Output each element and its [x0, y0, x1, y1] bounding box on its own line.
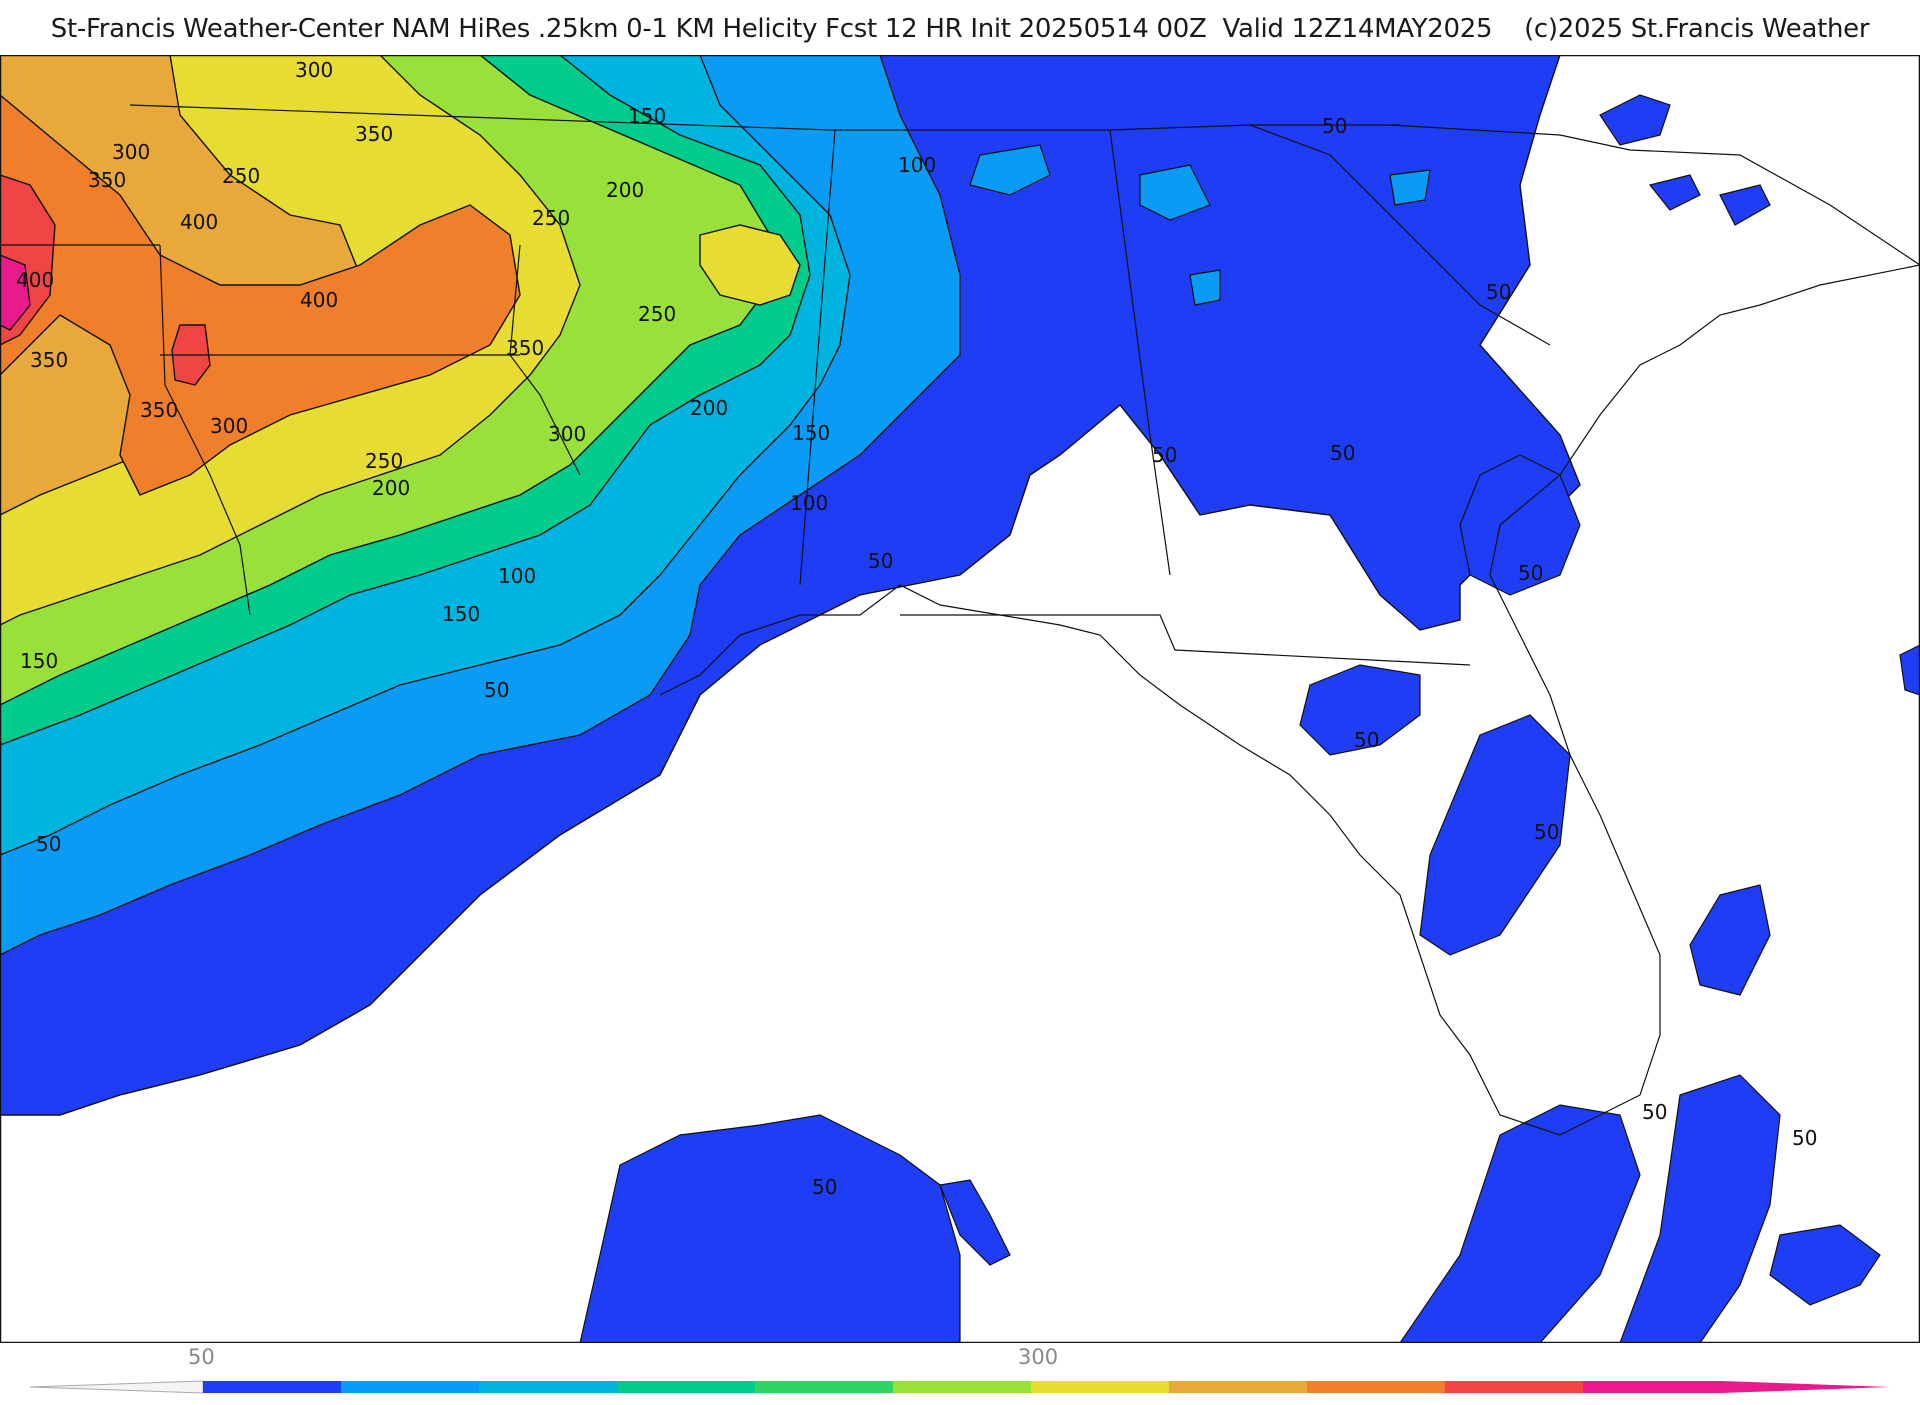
border-ms-al [799, 129, 836, 586]
contour-label: 300 [112, 140, 150, 164]
color-legend: 50 300 [0, 1340, 1920, 1400]
patch-sfl-west [1399, 1104, 1641, 1343]
contour-label: 250 [222, 164, 260, 188]
contour-label: 50 [812, 1175, 837, 1199]
contour-label: 50 [1518, 561, 1543, 585]
colorbar-swatch [1307, 1381, 1446, 1393]
colorbar-swatch [203, 1381, 342, 1393]
contour-label: 50 [1642, 1100, 1667, 1124]
patch-al-light-b [1189, 269, 1221, 306]
patch-nc-1 [1599, 94, 1671, 146]
contour-label: 350 [355, 122, 393, 146]
patch-ms-light [969, 144, 1051, 196]
patch-nc-3 [1719, 184, 1771, 226]
border-ga-sc [1249, 124, 1551, 346]
colorbar-high-arrow [1721, 1381, 1890, 1393]
contour-label: 50 [1534, 820, 1559, 844]
band-500 [0, 254, 31, 331]
contour-label: 350 [30, 348, 68, 372]
band-400 [0, 94, 521, 496]
contour-label: 50 [1330, 441, 1355, 465]
contour-label: 50 [1152, 443, 1177, 467]
contour-label: 150 [20, 649, 58, 673]
colorbar-swatch [617, 1381, 756, 1393]
helicity-patches [579, 94, 1920, 1343]
colorbar-swatch [893, 1381, 1032, 1393]
contour-label: 250 [638, 302, 676, 326]
border-la-ms [509, 244, 581, 476]
contour-label: 200 [606, 178, 644, 202]
contour-label: 100 [898, 153, 936, 177]
contour-label: 400 [16, 268, 54, 292]
patch-sfl-east [1619, 1074, 1781, 1343]
contour-label: 50 [1322, 114, 1347, 138]
contour-label: 300 [548, 422, 586, 446]
patch-al-light [1139, 164, 1211, 221]
contour-label: 50 [484, 678, 509, 702]
contour-label: 400 [300, 288, 338, 312]
contour-label: 350 [506, 336, 544, 360]
contour-label: 50 [1486, 280, 1511, 304]
contour-label: 50 [1792, 1126, 1817, 1150]
contour-label: 50 [1354, 728, 1379, 752]
colorbar-swatch [1169, 1381, 1308, 1393]
band-300-east [699, 224, 801, 306]
patch-nc-2 [1648, 174, 1701, 211]
colorbar-swatches [203, 1381, 1722, 1393]
contour-label: 300 [295, 58, 333, 82]
contour-label: 150 [628, 104, 666, 128]
patch-cuba [579, 1114, 961, 1343]
border-tx-la [159, 244, 251, 616]
contour-label: 300 [210, 414, 248, 438]
contour-label: 50 [868, 549, 893, 573]
contour-label: 150 [442, 602, 480, 626]
contour-label: 200 [372, 476, 410, 500]
contour-label: 350 [140, 398, 178, 422]
helicity-bands [0, 55, 1581, 1116]
colorbar-low-arrow [29, 1380, 204, 1394]
contour-label: 250 [365, 449, 403, 473]
colorbar-swatch [1031, 1381, 1170, 1393]
contour-label: 100 [790, 491, 828, 515]
contour-label: 200 [690, 396, 728, 420]
contour-label: 250 [532, 206, 570, 230]
map-title: St-Francis Weather-Center NAM HiRes .25k… [50, 14, 1870, 44]
contour-labels: 300 350 300 350 250 400 400 400 350 350 … [16, 58, 1817, 1199]
contour-label: 100 [498, 564, 536, 588]
patch-ga-light [1389, 169, 1431, 206]
colorbar-swatch [1445, 1381, 1584, 1393]
patch-ga-coast [1459, 454, 1581, 596]
contour-label: 350 [88, 168, 126, 192]
colorbar-swatch [755, 1381, 894, 1393]
patch-cfl [1419, 714, 1571, 956]
patch-keys [1769, 1224, 1881, 1306]
colorbar-swatch [479, 1381, 618, 1393]
colorbar-swatch [341, 1381, 480, 1393]
patch-atl-east [1689, 884, 1771, 996]
coastline-gulf [659, 264, 1920, 1136]
contour-label: 50 [36, 832, 61, 856]
colorbar-swatch [1583, 1381, 1722, 1393]
patch-cuba-b [939, 1179, 1011, 1266]
helicity-map: 300 350 300 350 250 400 400 400 350 350 … [0, 55, 1920, 1343]
border-fl-north [900, 614, 1471, 666]
state-borders [0, 104, 1920, 1136]
patch-nfl [1299, 664, 1421, 756]
contour-label: 150 [792, 421, 830, 445]
patch-atl-far [1899, 644, 1920, 696]
colorbar-tick-label: 50 [188, 1345, 215, 1369]
border-nc-sc [1389, 124, 1920, 266]
contour-label: 400 [180, 210, 218, 234]
colorbar-tick-label: 300 [1018, 1345, 1058, 1369]
border-al-ga [1109, 129, 1171, 576]
